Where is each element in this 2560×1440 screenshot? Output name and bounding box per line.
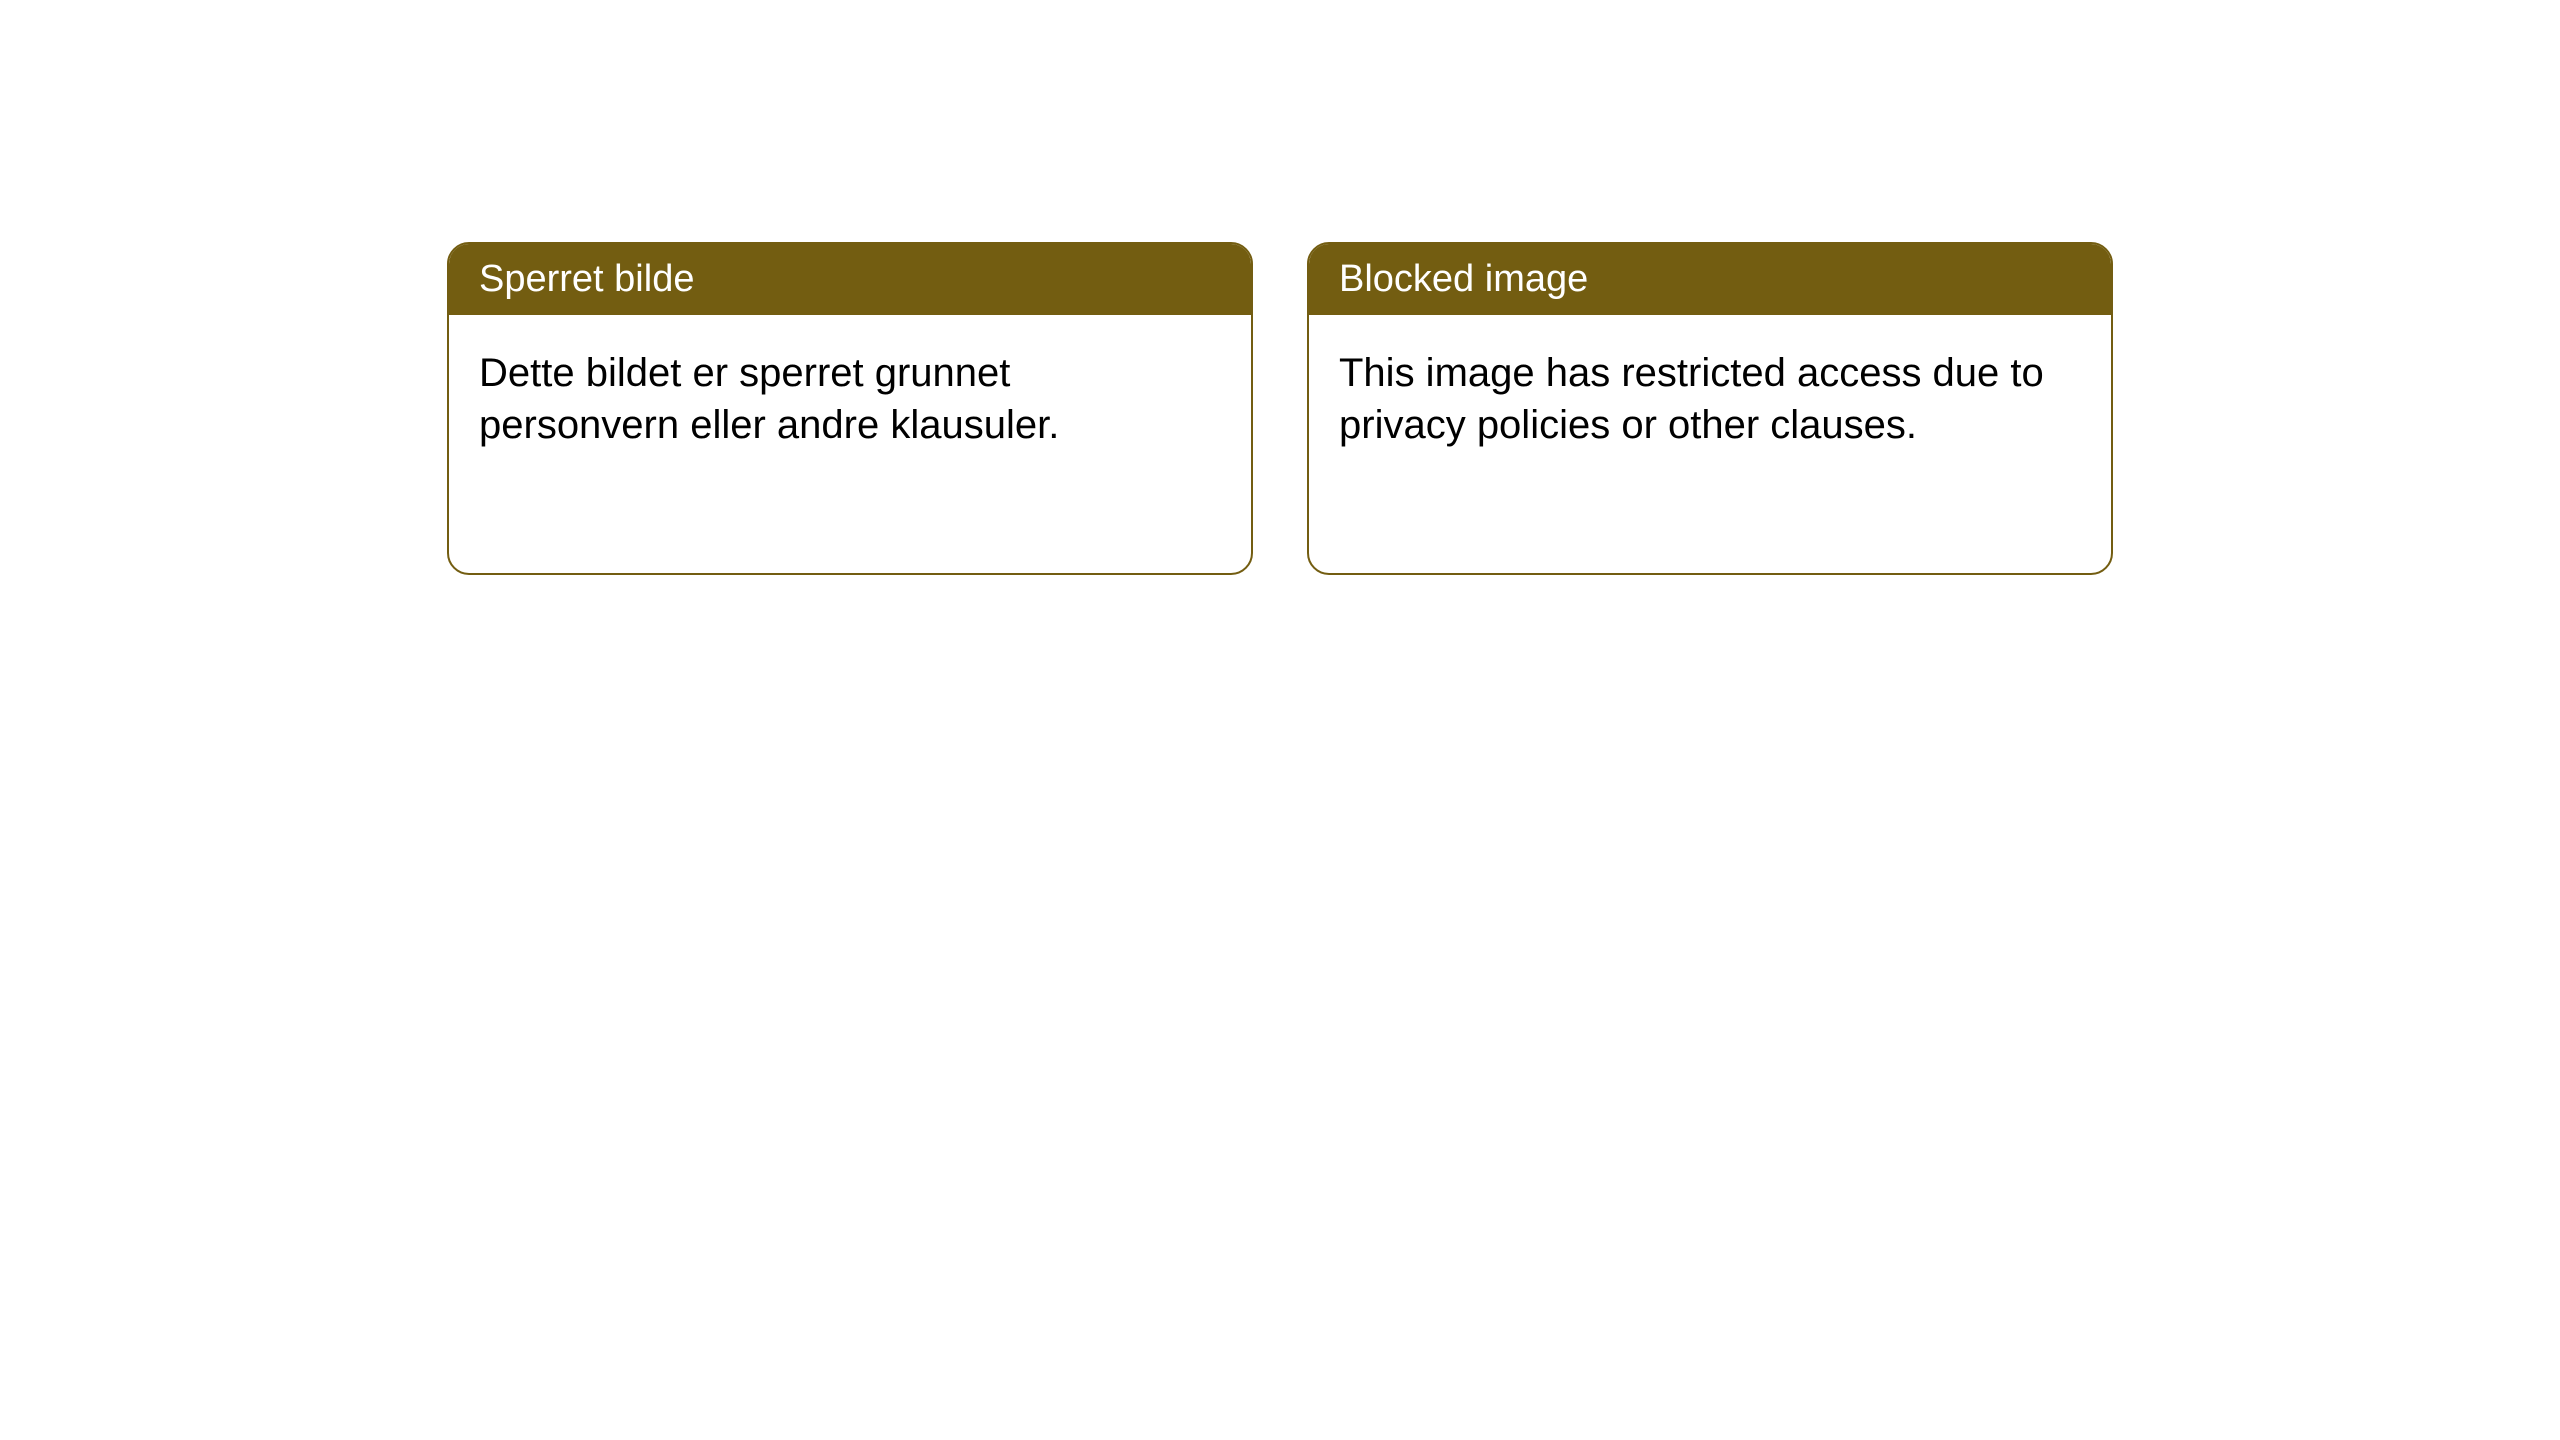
blocked-image-card-norwegian: Sperret bilde Dette bildet er sperret gr… <box>447 242 1253 575</box>
card-header-english: Blocked image <box>1309 244 2111 315</box>
cards-container: Sperret bilde Dette bildet er sperret gr… <box>447 242 2113 575</box>
card-header-norwegian: Sperret bilde <box>449 244 1251 315</box>
blocked-image-card-english: Blocked image This image has restricted … <box>1307 242 2113 575</box>
card-body-english: This image has restricted access due to … <box>1309 315 2111 483</box>
card-body-norwegian: Dette bildet er sperret grunnet personve… <box>449 315 1251 483</box>
